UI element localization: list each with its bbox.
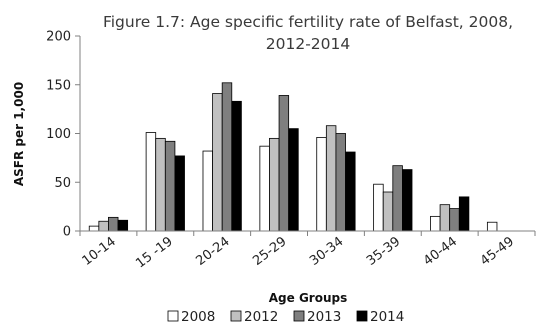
y-tick-label: 50 [54,176,71,191]
bar-2014-15-19 [174,155,185,232]
legend-label-2014: 2014 [370,309,404,325]
chart-title-line-2: 2012-2014 [266,35,351,53]
bar-2012-10-14 [98,220,109,232]
bar-2013-10-14 [108,216,119,232]
bar-2008-15-19 [145,132,157,232]
bar-2013-25-29 [278,95,290,232]
x-tick-label: 35-39 [364,234,403,269]
x-tick-label: 30-34 [307,234,346,269]
y-tick-label: 100 [46,127,71,142]
bar-2008-35-39 [373,183,384,232]
bars [88,82,498,232]
bar-2014-25-29 [288,128,299,232]
bar-2012-30-34 [325,125,337,232]
bar-2014-10-14 [117,219,129,232]
x-axis-label: Age Groups [269,291,347,305]
bar-2012-35-39 [382,191,394,232]
chart-title-line-1: Figure 1.7: Age specific fertility rate … [103,13,513,31]
y-tick-label: 150 [46,78,71,93]
y-axis-label: ASFR per 1,000 [12,82,26,186]
x-tick-label: 25-29 [250,234,289,269]
y-tick-label: 0 [63,225,71,240]
y-axis: 0 50 100 150 200 [46,30,81,240]
x-tick-label: 40-44 [421,234,460,269]
bar-2008-30-34 [316,136,327,232]
bar-2013-35-39 [392,165,403,232]
bar-2012-40-44 [439,204,451,232]
bar-2012-20-24 [212,93,223,232]
legend-swatch-2013 [293,310,305,322]
bar-2014-40-44 [458,196,470,232]
legend-swatch-2012 [230,310,242,322]
bar-2014-20-24 [231,100,242,232]
legend-label-2008: 2008 [181,309,215,325]
bar-2014-30-34 [345,151,356,232]
legend-swatch-2008 [167,310,179,322]
bar-2014-35-39 [402,169,413,232]
x-tick-label: 45-49 [478,234,517,269]
bar-2013-15-19 [164,140,176,232]
legend-swatch-2014 [356,310,368,322]
bar-2013-40-44 [449,208,460,232]
bar-2008-10-14 [88,225,100,232]
bar-2013-30-34 [335,133,346,232]
x-axis: 10-14 15 -19 20-24 25-29 30-34 35-39 40-44 45-4… [79,230,536,271]
x-tick-label: 10-14 [80,234,119,269]
bar-2012-15-19 [155,137,166,232]
x-tick-label: 20-24 [193,234,232,269]
x-tick-label: 15 -19 [133,234,176,271]
y-tick-label: 200 [46,30,71,45]
legend: 2008 2012 2013 2014 [167,309,404,325]
bar-2008-25-29 [259,145,270,232]
bar-2008-20-24 [202,150,213,232]
bar-2012-25-29 [269,137,280,232]
bar-2008-40-44 [430,215,441,232]
bar-2013-20-24 [221,82,233,232]
legend-label-2012: 2012 [244,309,278,325]
legend-label-2013: 2013 [307,309,341,325]
bar-2008-45-49 [486,221,498,232]
